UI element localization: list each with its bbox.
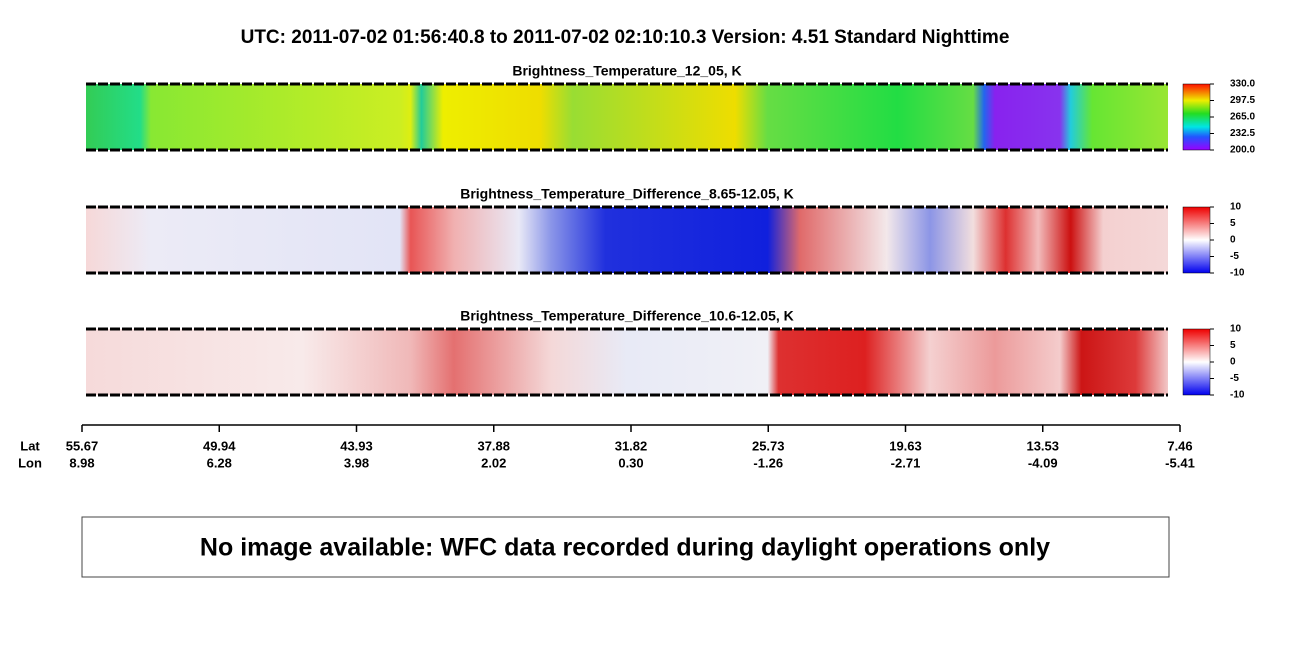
colorbar-tick-label: -10	[1230, 390, 1245, 401]
colorbar-tick-label: 232.5	[1230, 128, 1255, 139]
lat-tick-label: 13.53	[1026, 438, 1059, 453]
lat-label: Lat	[20, 438, 40, 453]
lat-tick-label: 43.93	[340, 438, 373, 453]
colorbar-tick-label: 5	[1230, 340, 1236, 351]
colorbar-tick-label: 330.0	[1230, 79, 1255, 90]
colorbar	[1182, 206, 1211, 274]
colorbar-tick-label: 10	[1230, 324, 1242, 335]
message: No image available: WFC data recorded du…	[200, 534, 1050, 562]
colorbar-tick-label: -10	[1230, 268, 1245, 279]
panel-title: Brightness_Temperature_12_05, K	[512, 63, 741, 79]
colorbar-tick-label: -5	[1230, 251, 1239, 262]
lon-tick-label: 3.98	[344, 455, 369, 470]
lon-tick-label: -1.26	[753, 455, 783, 470]
message-box	[81, 516, 1170, 578]
lon-tick-label: -5.41	[1165, 455, 1195, 470]
colorbar-tick-label: 297.5	[1230, 95, 1255, 106]
lon-tick-label: 6.28	[207, 455, 232, 470]
panel-title: Brightness_Temperature_Difference_10.6-1…	[460, 308, 794, 324]
lat-tick-label: 37.88	[477, 438, 510, 453]
lat-tick-label: 55.67	[66, 438, 99, 453]
colorbar-tick-label: 265.0	[1230, 112, 1255, 123]
lat-tick-label: 7.46	[1167, 438, 1192, 453]
lon-tick-label: -4.09	[1028, 455, 1058, 470]
page-title: UTC: 2011-07-02 01:56:40.8 to 2011-07-02…	[241, 27, 1010, 48]
lon-tick-label: -2.71	[891, 455, 921, 470]
colorbar	[1182, 83, 1211, 151]
lat-tick-label: 19.63	[889, 438, 922, 453]
lon-tick-label: 0.30	[618, 455, 643, 470]
data-strip	[86, 84, 1168, 150]
lon-label: Lon	[18, 455, 42, 470]
data-strip	[86, 207, 1168, 273]
colorbar-tick-label: 5	[1230, 218, 1236, 229]
lon-tick-label: 8.98	[69, 455, 94, 470]
colorbar-tick-label: 0	[1230, 357, 1236, 368]
lon-tick-label: 2.02	[481, 455, 506, 470]
colorbar-tick-label: 200.0	[1230, 145, 1255, 156]
lat-tick-label: 25.73	[752, 438, 785, 453]
panel-title: Brightness_Temperature_Difference_8.65-1…	[460, 186, 794, 202]
lat-tick-label: 31.82	[615, 438, 648, 453]
colorbar-tick-label: -5	[1230, 373, 1239, 384]
colorbar-tick-label: 0	[1230, 235, 1236, 246]
lat-tick-label: 49.94	[203, 438, 236, 453]
colorbar	[1182, 328, 1211, 396]
colorbar-tick-label: 10	[1230, 202, 1242, 213]
data-strip	[86, 329, 1168, 395]
